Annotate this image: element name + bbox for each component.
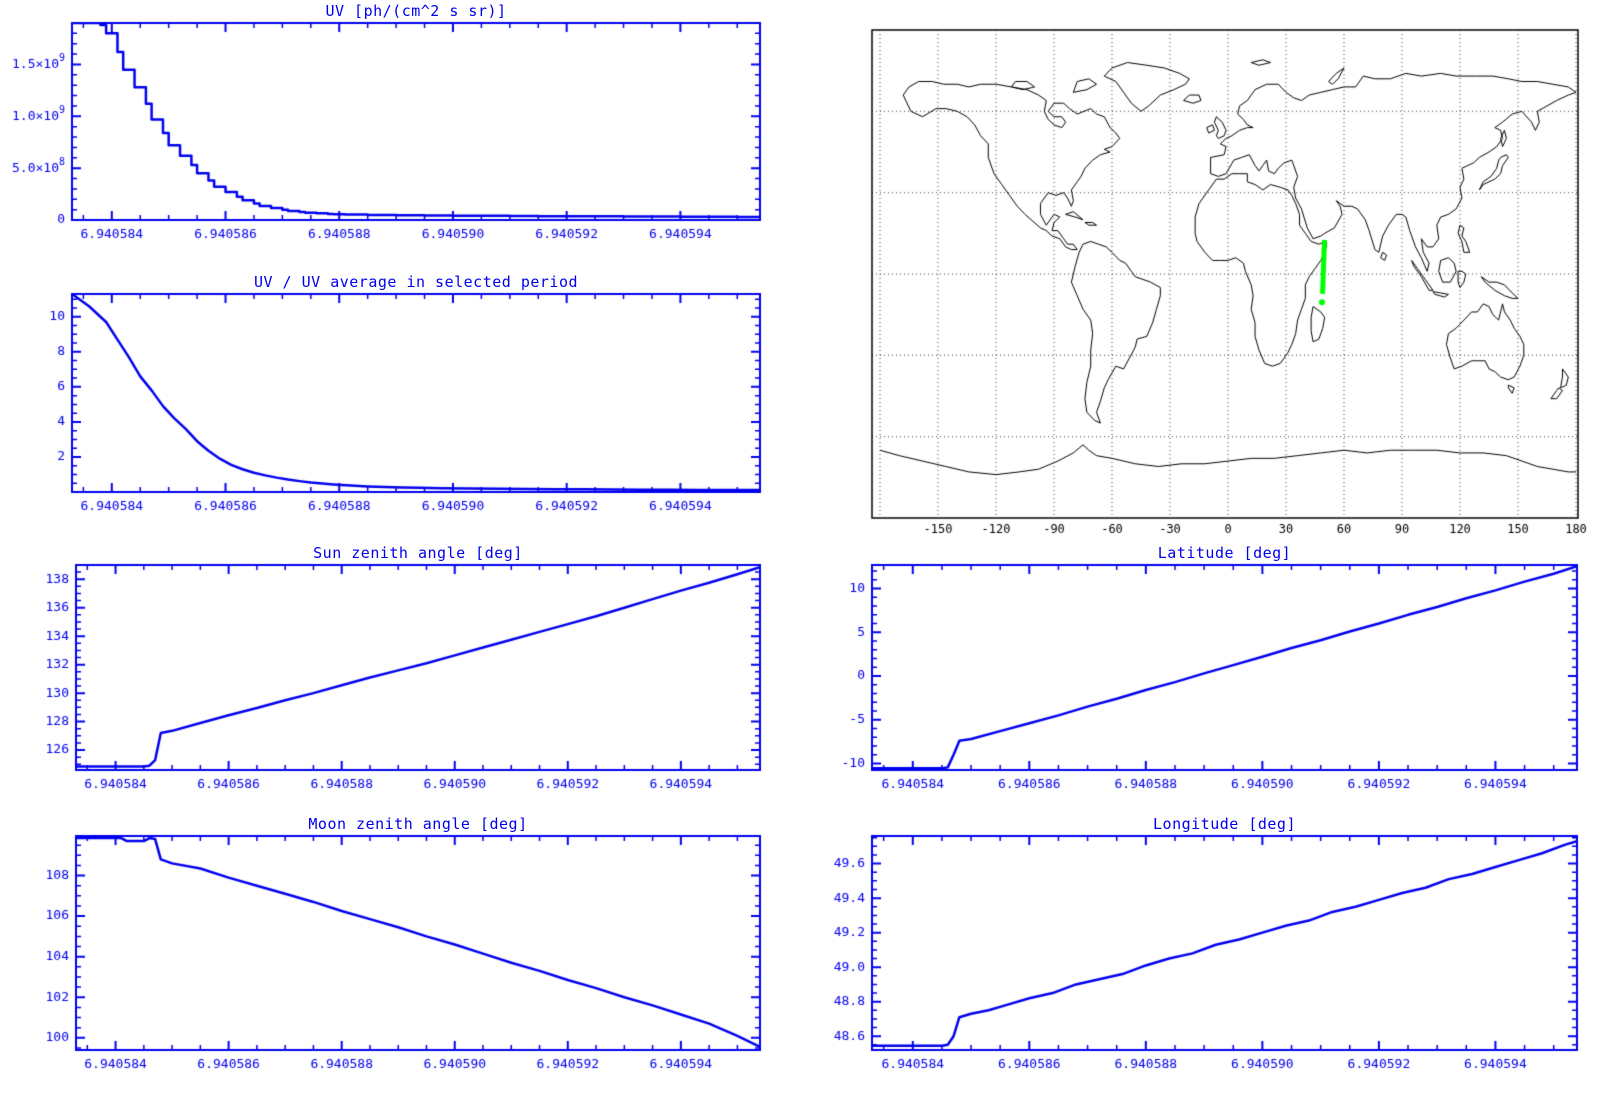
panel-uv-ratio: UV / UV average in selected period bbox=[0, 262, 800, 538]
moon-zenith-chart-title: Moon zenith angle [deg] bbox=[308, 815, 528, 833]
latitude-chart-canvas bbox=[800, 538, 1600, 808]
moon-zenith-chart-canvas bbox=[0, 808, 800, 1100]
panel-world-map bbox=[800, 8, 1600, 538]
uv-chart-title: UV [ph/(cm^2 s sr)] bbox=[325, 2, 507, 20]
uv-ratio-chart-canvas bbox=[0, 262, 800, 538]
panel-latitude: Latitude [deg] bbox=[800, 538, 1600, 808]
sun-zenith-chart-canvas bbox=[0, 538, 800, 808]
longitude-chart-canvas bbox=[800, 808, 1600, 1100]
latitude-chart-title: Latitude [deg] bbox=[1157, 544, 1292, 562]
uv-ratio-chart-title: UV / UV average in selected period bbox=[253, 273, 579, 291]
world-map-canvas bbox=[800, 8, 1600, 538]
panel-moon-zenith: Moon zenith angle [deg] bbox=[0, 808, 800, 1100]
uv-chart-canvas bbox=[0, 0, 800, 262]
panel-sun-zenith: Sun zenith angle [deg] bbox=[0, 538, 800, 808]
panel-uv: UV [ph/(cm^2 s sr)] bbox=[0, 0, 800, 262]
panel-longitude: Longitude [deg] bbox=[800, 808, 1600, 1100]
sun-zenith-chart-title: Sun zenith angle [deg] bbox=[313, 544, 523, 562]
longitude-chart-title: Longitude [deg] bbox=[1153, 815, 1296, 833]
